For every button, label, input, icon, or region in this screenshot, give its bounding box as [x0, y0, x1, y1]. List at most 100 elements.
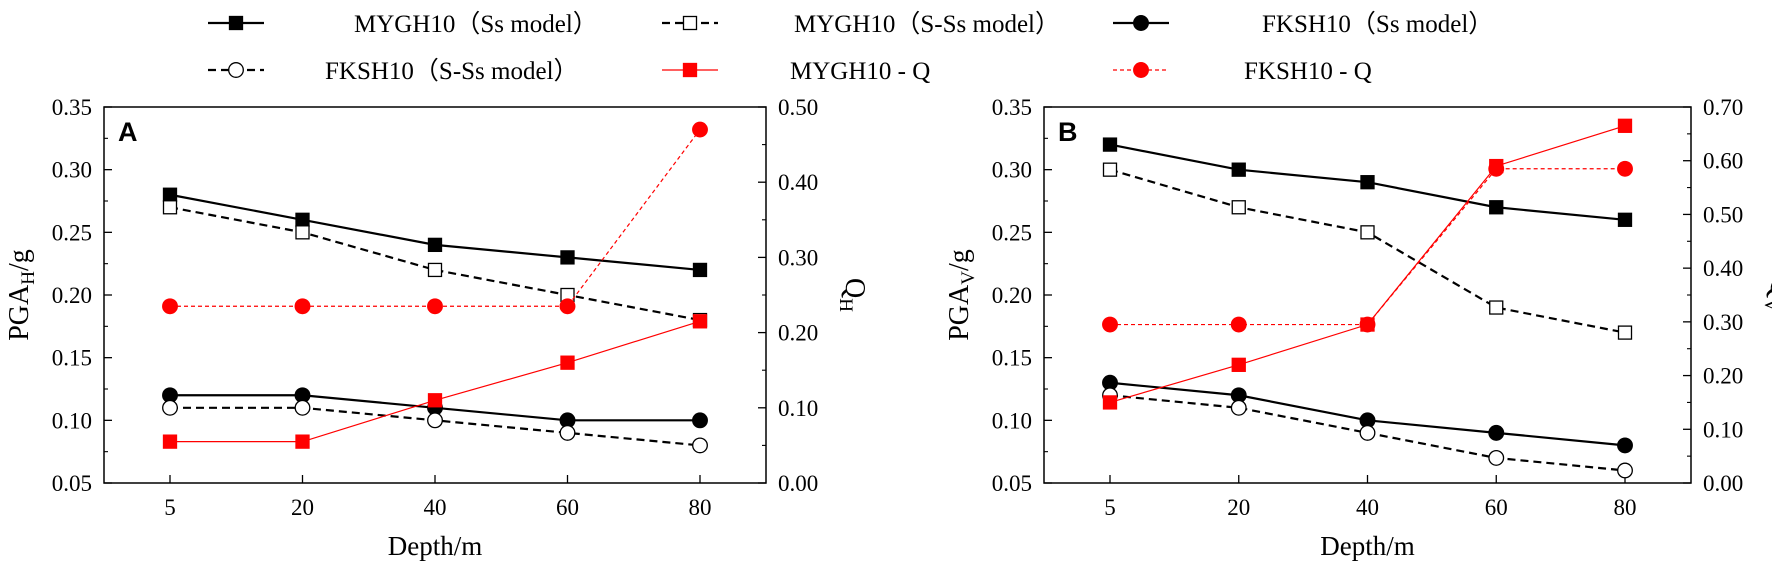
legend-entry: FKSH10（S-Ss model） [208, 57, 579, 85]
data-point [162, 298, 178, 315]
series-fksh_sss [162, 399, 708, 454]
legend-entry: MYGH10（Ss model） [208, 10, 598, 38]
data-point [1231, 357, 1246, 372]
x-tick-label: 20 [291, 495, 314, 520]
legend-marker [682, 62, 698, 78]
legend-label: MYGH10（Ss model） [354, 10, 598, 38]
y-axis-label: PGAH/g [4, 249, 39, 341]
chart-panel-a: 0.05 0.10 0.15 0.20 0.25 0.30 0.35 0.00 0.10 0.20… [4, 95, 870, 561]
y-tick-label: 0.15 [992, 346, 1032, 371]
data-point [1488, 424, 1505, 441]
x-tick-label: 80 [1614, 495, 1637, 520]
data-point [1359, 424, 1376, 441]
y2-tick-label: 0.20 [1703, 364, 1743, 389]
y-tick-label: 0.25 [992, 220, 1032, 245]
x-tick-label: 5 [1104, 495, 1116, 520]
y2-axis-label: QH [835, 278, 870, 312]
data-point [692, 262, 708, 278]
y2-tick-label: 0.20 [778, 321, 818, 346]
data-point [294, 298, 311, 315]
legend-marker [1133, 15, 1149, 31]
data-point [427, 393, 443, 408]
data-point [692, 412, 708, 429]
series-mygh_q [162, 314, 708, 449]
data-point [294, 399, 311, 416]
x-tick-label: 80 [689, 495, 712, 520]
legend-entry: FKSH10 - Q [1113, 58, 1372, 85]
legend-entry: FKSH10（Ss model） [1113, 10, 1493, 38]
y2-tick-label: 0.00 [778, 471, 818, 496]
data-point [692, 314, 708, 329]
series-mygh_sss [1102, 162, 1633, 340]
data-point [1617, 325, 1633, 340]
legend-label: MYGH10（S-Ss model） [794, 10, 1060, 38]
legend-entry: MYGH10 - Q [662, 58, 930, 85]
legend-marker [228, 62, 244, 78]
data-point [1230, 316, 1247, 333]
series-fksh_q [162, 121, 708, 315]
data-point [1488, 449, 1505, 466]
y-tick-label: 0.30 [52, 158, 92, 183]
data-point [559, 298, 576, 315]
y-axis-label-sub: H [18, 271, 39, 285]
legend-marker [228, 15, 244, 31]
y-tick-label: 0.25 [52, 220, 92, 245]
y-tick-label: 0.10 [992, 408, 1032, 433]
y-axis-label: PGAV/g [944, 249, 979, 341]
legend-entry: MYGH10（S-Ss model） [662, 10, 1060, 38]
data-point [1102, 395, 1118, 410]
y-tick-label: 0.10 [52, 408, 92, 433]
data-point [1360, 225, 1375, 240]
data-point [162, 434, 178, 449]
data-point [1617, 118, 1633, 133]
data-point [1489, 300, 1504, 315]
y2-tick-label: 0.30 [1703, 310, 1743, 335]
y-tick-label: 0.35 [52, 95, 92, 120]
y-tick-label: 0.05 [992, 471, 1032, 496]
data-point [427, 412, 443, 429]
x-tick-label: 20 [1227, 495, 1250, 520]
legend-label: FKSH10 - Q [1244, 58, 1372, 85]
y-axis-label-main: PGA [944, 284, 975, 341]
y2-tick-label: 0.00 [1703, 471, 1743, 496]
legend: MYGH10（Ss model） MYGH10（S-Ss model） FKSH10… [208, 10, 1493, 85]
y2-axis-label-sub: V [1760, 298, 1772, 312]
x-tick-label: 60 [556, 495, 579, 520]
y2-axis-label-main: Q [1764, 278, 1772, 298]
series-mygh_ss [1102, 137, 1633, 227]
data-point [560, 250, 575, 265]
x-tick-label: 60 [1485, 495, 1508, 520]
data-point [1102, 162, 1118, 177]
data-point [1617, 437, 1633, 454]
y2-axis-label: QV [1760, 278, 1772, 312]
series-line [1109, 125, 1626, 404]
data-point [427, 237, 443, 253]
series-fksh_sss [1102, 387, 1633, 479]
chart-panel-b: 0.05 0.10 0.15 0.20 0.25 0.30 0.35 0.00 0.10 0.20… [944, 95, 1772, 561]
x-tick-label: 40 [424, 495, 447, 520]
data-point [692, 121, 708, 138]
y2-tick-label: 0.70 [1703, 95, 1743, 120]
series-line [1110, 168, 1625, 326]
x-tick-label: 5 [164, 495, 176, 520]
y-tick-label: 0.05 [52, 471, 92, 496]
y-axis-label-tail: /g [4, 249, 35, 271]
y2-tick-label: 0.40 [1703, 256, 1743, 281]
data-point [1617, 212, 1633, 227]
data-point [427, 298, 443, 315]
data-point [427, 262, 443, 278]
series-line [169, 193, 701, 272]
y2-tick-label: 0.10 [778, 396, 818, 421]
data-point [692, 437, 708, 454]
y-tick-label: 0.15 [52, 346, 92, 371]
x-axis-label: Depth/m [1320, 531, 1415, 561]
data-point [1230, 399, 1247, 416]
series-line [170, 129, 701, 307]
data-point [1360, 175, 1375, 190]
y-axis-label-main: PGA [4, 284, 35, 341]
data-point [295, 212, 310, 227]
series-fksh_q [1102, 160, 1633, 333]
data-point [1617, 462, 1633, 479]
legend-label: FKSH10（S-Ss model） [325, 57, 579, 85]
data-point [560, 355, 575, 370]
